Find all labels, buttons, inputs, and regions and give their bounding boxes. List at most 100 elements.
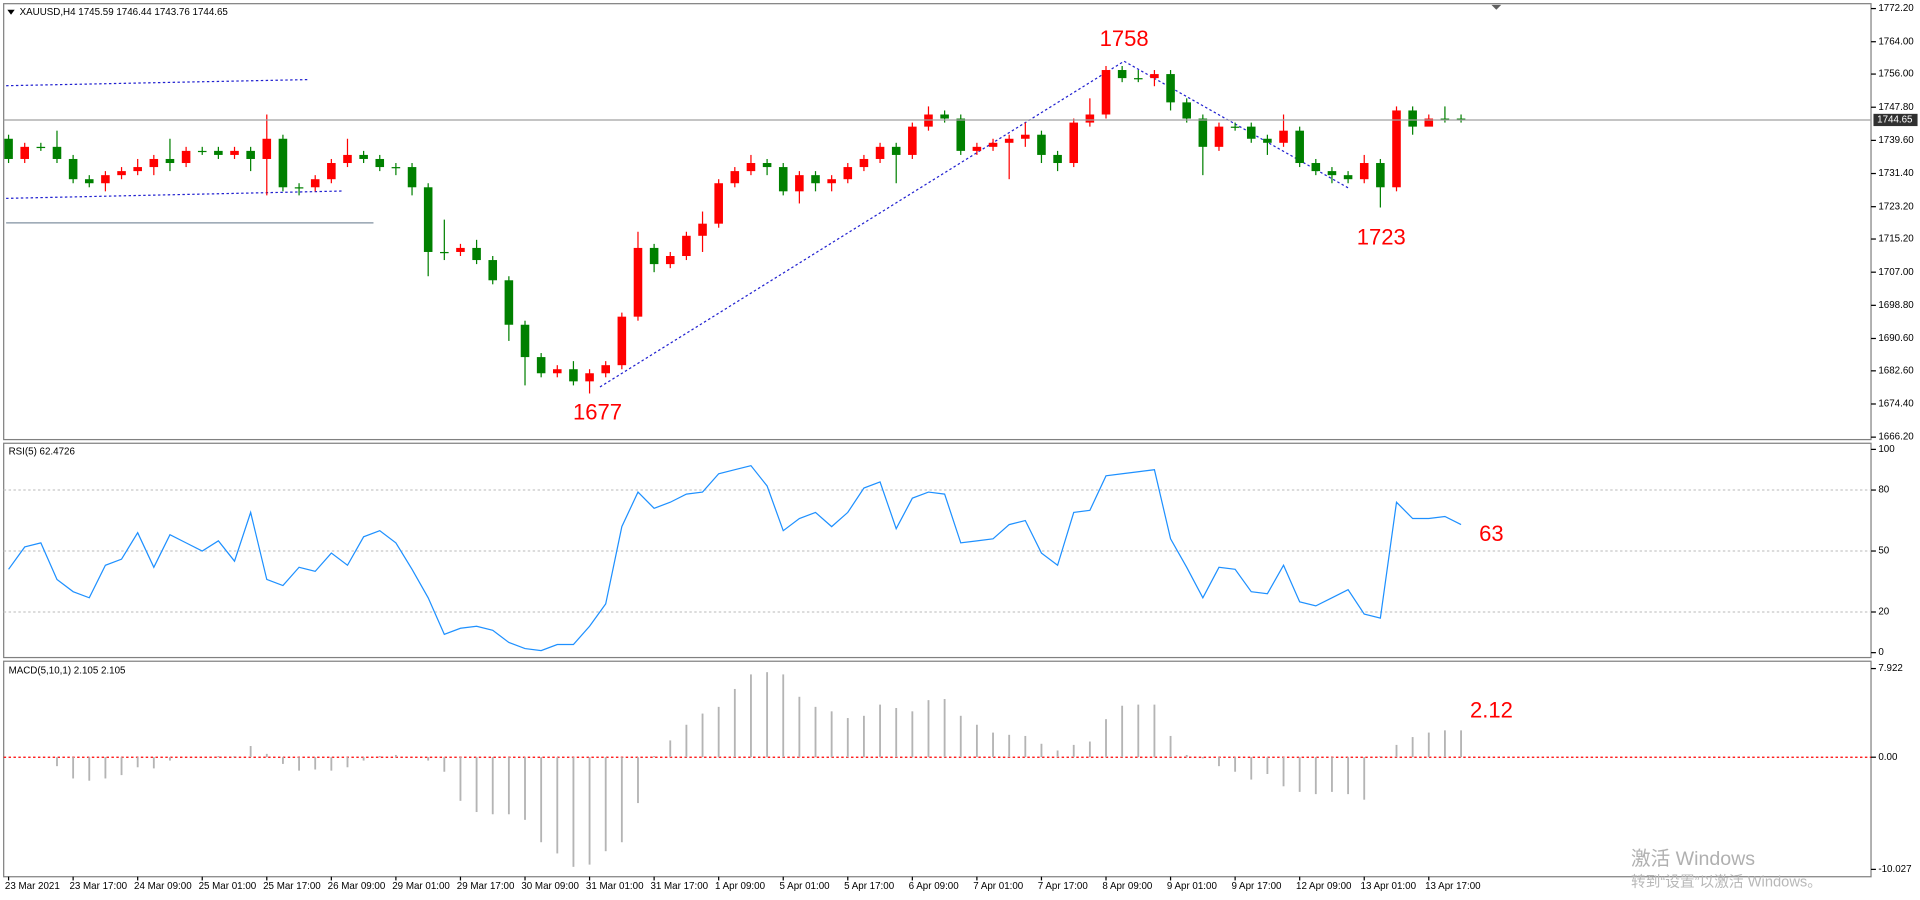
x-tick-label: 6 Apr 09:00	[909, 881, 960, 892]
candle-body	[278, 138, 288, 188]
candle-body	[391, 167, 401, 169]
histogram-bar	[1411, 737, 1414, 758]
histogram-bar	[1008, 734, 1011, 758]
histogram-bar	[362, 757, 365, 761]
histogram-bar	[717, 706, 720, 758]
candle-body	[1021, 134, 1030, 139]
candle-body	[1279, 130, 1288, 143]
main-title: XAUUSD,H4 1745.59 1746.44 1743.76 1744.6…	[20, 7, 229, 18]
histogram-bar	[152, 757, 155, 769]
candle-body	[1117, 70, 1127, 79]
y-tick-label: 20	[1878, 607, 1889, 618]
rsi-title: RSI(5) 62.4726	[9, 446, 76, 457]
candle-body	[1440, 118, 1450, 120]
candle-body	[875, 146, 885, 159]
candle-body	[246, 150, 255, 159]
histogram-bar	[733, 688, 736, 758]
candle-body	[84, 179, 94, 184]
candle-body	[762, 163, 772, 168]
histogram-bar	[491, 757, 494, 815]
x-tick-label: 29 Mar 01:00	[392, 881, 450, 892]
candle-body	[730, 171, 740, 184]
candle-body	[891, 146, 901, 155]
histogram-bar	[1105, 719, 1107, 758]
y-tick-label: 1772.20	[1878, 3, 1914, 14]
histogram-bar	[427, 757, 430, 761]
candle-body	[1150, 74, 1159, 79]
candle-body	[601, 365, 610, 374]
candle-body	[1166, 74, 1175, 103]
histogram-bar	[1282, 757, 1285, 787]
histogram-bar	[750, 674, 752, 758]
x-tick-label: 5 Apr 17:00	[844, 881, 895, 892]
low-annotation: 1677	[573, 400, 622, 425]
candle-body	[1134, 78, 1143, 80]
histogram-bar	[378, 756, 381, 758]
x-tick-label: 23 Mar 17:00	[69, 881, 127, 892]
histogram-bar	[72, 757, 75, 779]
candle-body	[1198, 118, 1208, 147]
histogram-bar	[1218, 757, 1220, 767]
y-tick-label: 50	[1878, 546, 1889, 557]
histogram-bar	[1298, 757, 1301, 792]
candle-body	[310, 179, 320, 188]
y-tick-label: 1731.40	[1878, 168, 1914, 179]
candle-body	[988, 142, 998, 147]
histogram-bar	[104, 757, 107, 779]
histogram-bar	[830, 711, 833, 758]
histogram-bar	[217, 756, 220, 758]
histogram-bar	[265, 753, 268, 758]
histogram-bar	[895, 707, 898, 758]
histogram-bar	[992, 732, 994, 758]
candle-body	[359, 154, 368, 159]
candle-body	[472, 247, 481, 261]
candle-body	[101, 175, 110, 184]
histogram-bar	[249, 746, 252, 758]
candle-body	[1069, 122, 1079, 164]
x-tick-label: 13 Apr 01:00	[1361, 881, 1417, 892]
candle-body	[36, 146, 46, 149]
candle-body	[1327, 171, 1337, 176]
candle-body	[843, 167, 853, 180]
candle-body	[1295, 130, 1304, 164]
y-tick-label: 1723.20	[1878, 201, 1914, 212]
x-tick-label: 8 Apr 09:00	[1102, 881, 1153, 892]
x-tick-label: 9 Apr 01:00	[1167, 881, 1218, 892]
y-tick-label: 1682.60	[1878, 365, 1914, 376]
x-tick-label: 31 Mar 01:00	[586, 881, 644, 892]
last-price-label: 1744.65	[1877, 115, 1913, 126]
x-tick-label: 31 Mar 17:00	[650, 881, 708, 892]
histogram-bar	[685, 724, 688, 758]
histogram-bar	[298, 757, 300, 771]
histogram-bar	[443, 757, 446, 772]
candle-body	[778, 167, 788, 192]
histogram-bar	[169, 757, 171, 761]
x-tick-label: 24 Mar 09:00	[134, 881, 192, 892]
histogram-bar	[507, 757, 510, 815]
candle-body	[617, 316, 627, 366]
candle-body	[682, 235, 691, 257]
histogram-bar	[1040, 743, 1043, 758]
histogram-bar	[1314, 757, 1317, 795]
x-tick-label: 7 Apr 01:00	[973, 881, 1024, 892]
candle-body	[327, 163, 336, 180]
candle-body	[1214, 126, 1224, 147]
x-tick-label: 13 Apr 17:00	[1425, 881, 1481, 892]
x-tick-label: 1 Apr 09:00	[715, 881, 766, 892]
last-price-box	[1873, 113, 1918, 127]
channel-line	[6, 190, 343, 199]
histogram-bar	[1201, 757, 1204, 759]
candle-body	[827, 179, 836, 184]
candle-body	[536, 357, 546, 374]
histogram-bar	[572, 757, 575, 867]
candle-body	[585, 373, 594, 382]
histogram-bar	[620, 757, 623, 843]
menu-arrow	[7, 9, 15, 15]
candle-body	[423, 187, 433, 252]
x-tick-label: 7 Apr 17:00	[1038, 881, 1089, 892]
histogram-bar	[1024, 735, 1027, 758]
macd-annotation: 2.12	[1470, 697, 1513, 722]
candle-body	[1037, 134, 1046, 155]
histogram-bar	[1056, 750, 1059, 758]
candle-body	[68, 158, 78, 180]
